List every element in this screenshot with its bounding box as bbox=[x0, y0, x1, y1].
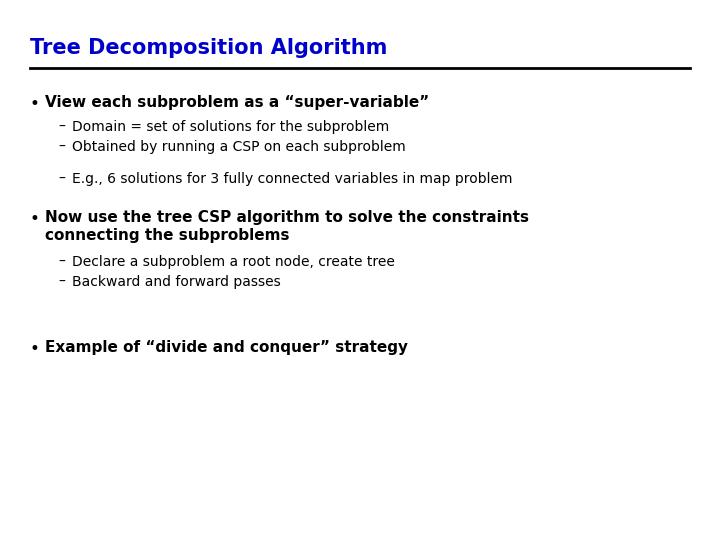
Text: •: • bbox=[30, 210, 40, 228]
Text: Example of “divide and conquer” strategy: Example of “divide and conquer” strategy bbox=[45, 340, 408, 355]
Text: –: – bbox=[58, 140, 65, 154]
Text: –: – bbox=[58, 172, 65, 186]
Text: •: • bbox=[30, 95, 40, 113]
Text: Domain = set of solutions for the subproblem: Domain = set of solutions for the subpro… bbox=[72, 120, 390, 134]
Text: Now use the tree CSP algorithm to solve the constraints: Now use the tree CSP algorithm to solve … bbox=[45, 210, 529, 225]
Text: Tree Decomposition Algorithm: Tree Decomposition Algorithm bbox=[30, 38, 387, 58]
Text: Backward and forward passes: Backward and forward passes bbox=[72, 275, 281, 289]
Text: •: • bbox=[30, 340, 40, 358]
Text: –: – bbox=[58, 275, 65, 289]
Text: E.g., 6 solutions for 3 fully connected variables in map problem: E.g., 6 solutions for 3 fully connected … bbox=[72, 172, 513, 186]
Text: Obtained by running a CSP on each subproblem: Obtained by running a CSP on each subpro… bbox=[72, 140, 406, 154]
Text: View each subproblem as a “super-variable”: View each subproblem as a “super-variabl… bbox=[45, 95, 429, 110]
Text: –: – bbox=[58, 120, 65, 134]
Text: –: – bbox=[58, 255, 65, 269]
Text: connecting the subproblems: connecting the subproblems bbox=[45, 228, 289, 243]
Text: Declare a subproblem a root node, create tree: Declare a subproblem a root node, create… bbox=[72, 255, 395, 269]
